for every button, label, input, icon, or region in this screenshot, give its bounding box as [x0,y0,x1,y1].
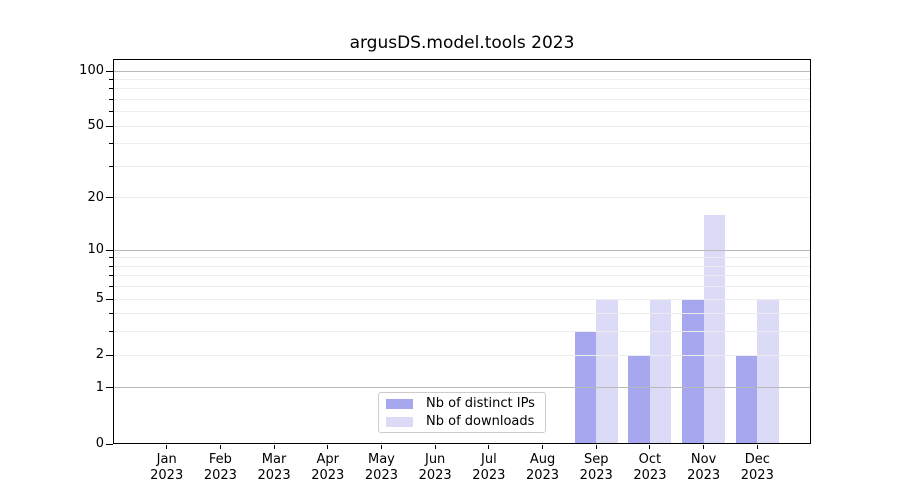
x-tick-label: Sep 2023 [579,452,613,483]
y-minor-tick-mark [109,99,113,100]
legend-item-distinct-ips: Nb of distinct IPs [379,396,545,411]
x-tick-mark [327,445,329,449]
x-tick-mark [756,445,758,449]
minor-gridline [113,275,811,277]
legend-item-downloads: Nb of downloads [379,414,545,429]
y-tick-label: 20 [87,189,104,205]
chart-title: argusDS.model.tools 2023 [349,33,575,53]
x-tick-label: Oct 2023 [633,452,667,483]
x-tick-mark [166,445,168,449]
x-tick-mark [434,445,436,449]
bar-downloads-dec [757,299,779,444]
y-minor-tick-mark [109,331,113,333]
x-tick-mark [488,445,490,449]
y-tick-label: 5 [95,291,104,307]
minor-gridline [113,286,811,288]
y-tick-mark [106,387,113,389]
bars-layer [113,59,811,444]
minor-gridline [113,78,811,80]
x-tick-label: Jan 2023 [150,452,184,483]
minor-gridline [113,265,811,267]
x-tick-label: Nov 2023 [687,452,721,483]
grid-layer [113,59,811,444]
minor-gridline [113,298,811,300]
x-tick-label: Mar 2023 [257,452,291,483]
y-tick-mark [106,197,113,199]
x-tick-label: May 2023 [364,452,398,483]
y-tick-mark [106,249,113,251]
x-tick-mark [273,445,275,449]
y-minor-tick-mark [109,165,113,167]
y-tick-mark [106,298,113,300]
y-tick-mark [106,443,113,445]
bar-downloads-oct [649,299,672,444]
x-tick-label: Feb 2023 [203,452,237,483]
minor-gridline [113,313,811,315]
x-tick-label: Dec 2023 [740,452,774,483]
minor-gridline [113,143,811,145]
bar-downloads-nov [703,215,726,444]
minor-gridline [113,111,811,113]
minor-gridline [113,125,811,127]
plot-area: Nb of distinct IPs Nb of downloads [113,59,811,444]
x-tick-mark [219,445,221,449]
y-tick-label: 100 [79,63,104,79]
y-minor-tick-mark [109,257,113,259]
y-minor-tick-mark [109,88,113,90]
bar-distinct-ips-nov [682,299,704,444]
y-tick-label: 10 [87,242,104,258]
legend: Nb of distinct IPs Nb of downloads [378,392,546,433]
y-minor-tick-mark [109,143,113,145]
x-tick-mark [649,445,651,449]
legend-swatch-downloads [386,416,413,427]
minor-gridline [113,99,811,100]
legend-swatch-distinct-ips [386,398,413,409]
y-tick-label: 0 [95,436,104,451]
y-minor-tick-mark [109,286,113,288]
x-tick-mark [542,445,544,449]
x-tick-mark [595,445,597,449]
legend-label-downloads: Nb of downloads [426,414,535,429]
y-minor-tick-mark [109,111,113,113]
y-tick-mark [106,354,113,356]
minor-gridline [113,165,811,167]
y-tick-label: 1 [95,379,104,395]
major-gridline [113,387,811,389]
minor-gridline [113,197,811,199]
minor-gridline [113,331,811,333]
legend-label-distinct-ips: Nb of distinct IPs [426,396,535,411]
y-tick-mark [106,125,113,127]
major-gridline [113,249,811,251]
y-minor-tick-mark [109,265,113,267]
x-tick-label: Aug 2023 [525,452,560,483]
minor-gridline [113,354,811,356]
x-tick-label: Jun 2023 [418,452,452,483]
bar-downloads-sep [596,299,618,444]
y-minor-tick-mark [109,275,113,277]
x-tick-label: Jul 2023 [472,452,506,483]
y-tick-label: 2 [95,347,104,363]
minor-gridline [113,257,811,259]
y-minor-tick-mark [109,78,113,80]
bar-distinct-ips-dec [735,355,758,444]
x-tick-mark [380,445,382,449]
major-gridline [113,70,811,72]
bar-distinct-ips-oct [628,355,650,444]
x-tick-mark [703,445,705,449]
y-tick-label: 50 [87,118,104,134]
x-tick-label: Apr 2023 [311,452,345,483]
y-tick-mark [106,70,113,72]
y-minor-tick-mark [109,313,113,315]
minor-gridline [113,88,811,90]
